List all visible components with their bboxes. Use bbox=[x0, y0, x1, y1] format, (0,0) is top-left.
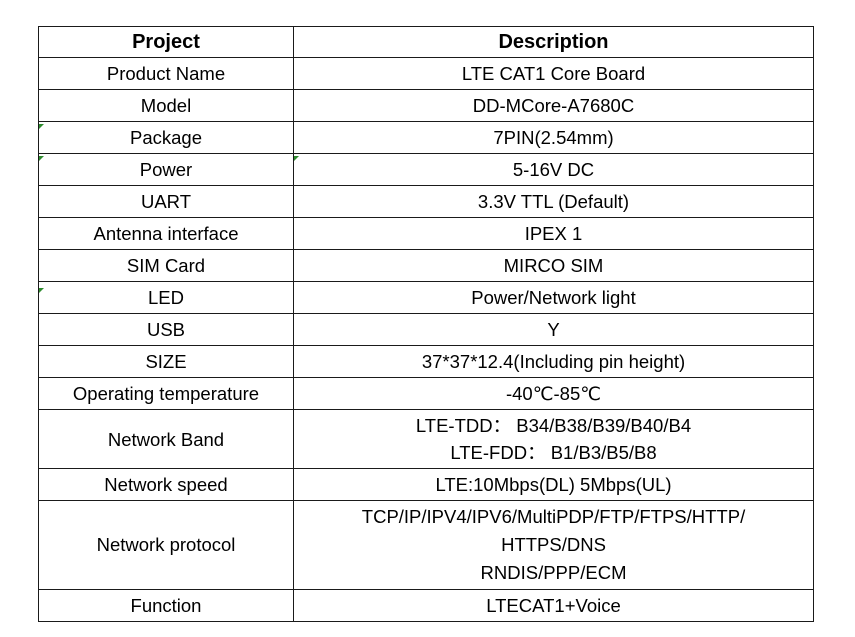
description-line: 7PIN(2.54mm) bbox=[493, 127, 614, 148]
description-cell: LTE:10Mbps(DL) 5Mbps(UL) bbox=[293, 468, 814, 501]
description-line: 3.3V TTL (Default) bbox=[477, 191, 630, 212]
description-line: HTTPS/DNS bbox=[501, 534, 606, 555]
table-row: SIZE 37*37*12.4(Including pin height) bbox=[38, 345, 814, 378]
project-cell: SIM Card bbox=[38, 249, 294, 282]
description-cell: LTECAT1+Voice bbox=[293, 589, 814, 622]
description-cell: IPEX 1 bbox=[293, 217, 814, 250]
description-line: Power/Network light bbox=[471, 287, 636, 308]
project-cell: Network protocol bbox=[38, 500, 294, 590]
table-row: Model DD-MCore-A7680C bbox=[38, 89, 814, 122]
description-cell: Y bbox=[293, 313, 814, 346]
table-row: Package 7PIN(2.54mm) bbox=[38, 121, 814, 154]
description-line: -40℃-85℃ bbox=[505, 383, 602, 404]
description-line: MIRCO SIM bbox=[503, 255, 604, 276]
description-line: 37*37*12.4(Including pin height) bbox=[421, 351, 686, 372]
description-cell: Power/Network light bbox=[293, 281, 814, 314]
description-cell: 5-16V DC bbox=[293, 153, 814, 186]
spec-table: Project Description Product Name LTE CAT… bbox=[38, 26, 814, 622]
description-line: RNDIS/PPP/ECM bbox=[480, 562, 627, 583]
table-row: USB Y bbox=[38, 313, 814, 346]
project-cell: Power bbox=[38, 153, 294, 186]
table-row: Power 5-16V DC bbox=[38, 153, 814, 186]
table-row: Operating temperature -40℃-85℃ bbox=[38, 377, 814, 410]
description-line: DD-MCore-A7680C bbox=[472, 95, 635, 116]
table-row: Network protocol TCP/IP/IPV4/IPV6/MultiP… bbox=[38, 500, 814, 590]
description-cell: TCP/IP/IPV4/IPV6/MultiPDP/FTP/FTPS/HTTP/… bbox=[293, 500, 814, 590]
table-row: Antenna interface IPEX 1 bbox=[38, 217, 814, 250]
project-cell: LED bbox=[38, 281, 294, 314]
cell-marker-icon bbox=[39, 288, 44, 293]
cell-marker-icon bbox=[39, 156, 44, 161]
table-row: Network speed LTE:10Mbps(DL) 5Mbps(UL) bbox=[38, 468, 814, 501]
project-cell: Network Band bbox=[38, 409, 294, 469]
description-cell: LTE CAT1 Core Board bbox=[293, 57, 814, 90]
description-cell: MIRCO SIM bbox=[293, 249, 814, 282]
description-line: 5-16V DC bbox=[512, 159, 595, 180]
table-row: Product Name LTE CAT1 Core Board bbox=[38, 57, 814, 90]
project-cell: Model bbox=[38, 89, 294, 122]
project-cell: Product Name bbox=[38, 57, 294, 90]
cell-marker-icon bbox=[294, 156, 299, 161]
description-line: LTE:10Mbps(DL) 5Mbps(UL) bbox=[435, 474, 672, 495]
description-line: LTE CAT1 Core Board bbox=[461, 63, 646, 84]
description-cell: 37*37*12.4(Including pin height) bbox=[293, 345, 814, 378]
cell-marker-icon bbox=[39, 124, 44, 129]
description-line: LTE-FDD： B1/B3/B5/B8 bbox=[450, 442, 657, 463]
description-cell: DD-MCore-A7680C bbox=[293, 89, 814, 122]
description-line: TCP/IP/IPV4/IPV6/MultiPDP/FTP/FTPS/HTTP/ bbox=[361, 506, 746, 527]
description-line: IPEX 1 bbox=[524, 223, 583, 244]
description-line: Y bbox=[547, 319, 560, 340]
project-cell: Package bbox=[38, 121, 294, 154]
description-cell: -40℃-85℃ bbox=[293, 377, 814, 410]
table-row: SIM Card MIRCO SIM bbox=[38, 249, 814, 282]
table-header-row: Project Description bbox=[38, 26, 814, 58]
description-cell: 3.3V TTL (Default) bbox=[293, 185, 814, 218]
table-row: Network Band LTE-TDD： B34/B38/B39/B40/B4… bbox=[38, 409, 814, 469]
project-cell: SIZE bbox=[38, 345, 294, 378]
project-cell: Network speed bbox=[38, 468, 294, 501]
description-line: LTE-TDD： B34/B38/B39/B40/B4 bbox=[415, 415, 692, 436]
table-row: Function LTECAT1+Voice bbox=[38, 589, 814, 622]
header-description: Description bbox=[293, 26, 814, 58]
project-cell: Function bbox=[38, 589, 294, 622]
project-cell: USB bbox=[38, 313, 294, 346]
project-cell: Operating temperature bbox=[38, 377, 294, 410]
project-cell: Antenna interface bbox=[38, 217, 294, 250]
table-row: LED Power/Network light bbox=[38, 281, 814, 314]
description-cell: LTE-TDD： B34/B38/B39/B40/B4 LTE-FDD： B1/… bbox=[293, 409, 814, 469]
header-project: Project bbox=[38, 26, 294, 58]
description-line: LTECAT1+Voice bbox=[486, 595, 621, 616]
project-cell: UART bbox=[38, 185, 294, 218]
description-cell: 7PIN(2.54mm) bbox=[293, 121, 814, 154]
table-row: UART 3.3V TTL (Default) bbox=[38, 185, 814, 218]
